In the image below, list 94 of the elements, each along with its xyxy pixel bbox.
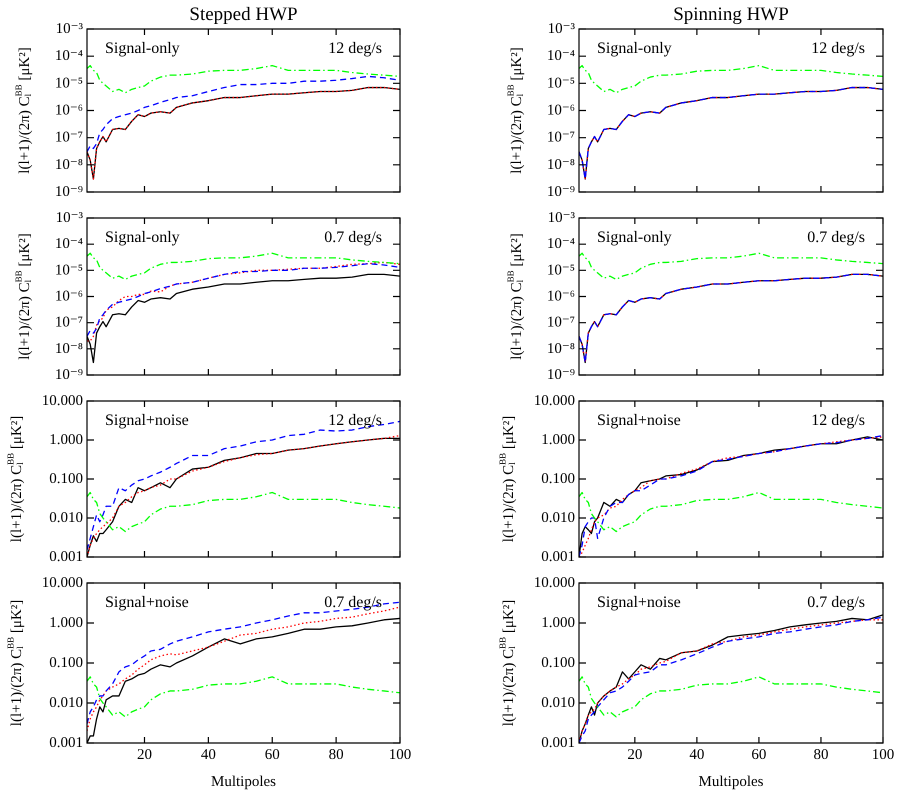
annotation: Signal-only [597, 229, 672, 246]
y-tick-label: 10⁻⁷ [546, 130, 575, 146]
line-series [579, 492, 883, 532]
y-tick-label: 10⁻⁵ [54, 262, 83, 278]
y-tick-label: 10⁻³ [56, 210, 84, 226]
annotation: 12 deg/s [811, 412, 865, 429]
y-tick-label: 10⁻⁵ [546, 75, 575, 92]
annotation: 12 deg/s [811, 40, 865, 57]
annotation: Signal+noise [597, 594, 681, 611]
annotation: Signal+noise [105, 594, 189, 611]
annotation: 12 deg/s [328, 40, 382, 57]
y-tick-label: 10⁻⁴ [546, 236, 575, 252]
annotation: 0.7 deg/s [324, 229, 382, 246]
y-tick-label: 10⁻⁸ [546, 156, 575, 173]
line-series [579, 252, 883, 280]
y-tick-label: 0.010 [541, 510, 575, 526]
x-tick-label: 80 [328, 746, 344, 763]
y-tick-label: 10⁻⁵ [546, 262, 575, 278]
chart-title: Spinning HWP [673, 4, 789, 25]
y-tick-label: 0.001 [541, 734, 575, 751]
x-tick-label: 20 [136, 746, 152, 763]
y-tick-label: 10⁻⁸ [54, 340, 83, 357]
x-tick-label: 80 [813, 746, 828, 763]
y-tick-label: 10⁻⁹ [54, 366, 83, 383]
y-axis-title: l(l+1)/(2π) ClBB [μK²] [506, 47, 526, 174]
y-tick-label: 10⁻⁹ [546, 184, 575, 200]
x-axis-title: Multipoles [698, 774, 764, 790]
y-axis-title: l(l+1)/(2π) ClBB [μK²] [14, 233, 34, 360]
line-series [579, 676, 883, 718]
annotation: Signal-only [105, 40, 180, 57]
x-tick-label: 60 [264, 746, 280, 763]
annotation: Signal+noise [597, 412, 681, 429]
annotation: 12 deg/s [328, 412, 382, 429]
y-tick-label: 10⁻⁴ [54, 236, 83, 252]
y-tick-label: 1.000 [49, 614, 83, 631]
x-tick-label: 20 [627, 746, 642, 763]
chart-title: Stepped HWP [189, 4, 298, 25]
y-tick-label: 0.010 [49, 694, 83, 711]
y-tick-label: 0.001 [541, 548, 575, 565]
y-tick-label: 10⁻³ [548, 20, 576, 37]
y-tick-label: 10⁻⁶ [54, 102, 83, 118]
y-tick-label: 10⁻⁶ [546, 102, 575, 118]
y-tick-label: 10⁻⁸ [54, 156, 83, 173]
y-tick-label: 10.000 [534, 392, 575, 409]
y-axis-title: l(l+1)/(2π) ClBB [μK²] [498, 600, 518, 726]
y-tick-label: 0.100 [49, 654, 83, 671]
annotation: 0.7 deg/s [807, 229, 865, 246]
line-series [87, 676, 400, 718]
y-tick-label: 10.000 [534, 574, 575, 591]
x-tick-label: 100 [872, 746, 894, 763]
y-tick-label: 1.000 [541, 432, 575, 448]
line-series [87, 492, 400, 532]
line-series [87, 64, 400, 94]
y-axis-title: l(l+1)/(2π) ClBB [μK²] [498, 416, 518, 542]
annotation: 0.7 deg/s [807, 594, 865, 611]
y-tick-label: 10⁻⁶ [54, 288, 83, 304]
y-tick-label: 10⁻⁹ [546, 366, 575, 383]
y-tick-label: 10⁻⁷ [546, 314, 575, 331]
line-series [87, 252, 400, 280]
y-tick-label: 10⁻⁴ [54, 48, 83, 64]
y-axis-title: l(l+1)/(2π) ClBB [μK²] [6, 416, 26, 542]
y-tick-label: 10⁻³ [548, 210, 576, 226]
y-tick-label: 0.010 [541, 694, 575, 711]
x-tick-label: 40 [689, 746, 704, 763]
y-tick-label: 10⁻⁷ [54, 130, 83, 146]
y-tick-label: 0.100 [541, 654, 575, 671]
y-axis-title: l(l+1)/(2π) ClBB [μK²] [14, 47, 34, 174]
y-tick-label: 1.000 [49, 432, 83, 448]
x-tick-label: 40 [200, 746, 216, 763]
y-tick-label: 10⁻⁵ [54, 75, 83, 92]
y-tick-label: 10.000 [42, 392, 83, 409]
x-tick-label: 100 [388, 746, 412, 763]
annotation: 0.7 deg/s [324, 594, 382, 611]
y-axis-title: l(l+1)/(2π) ClBB [μK²] [506, 233, 526, 360]
y-tick-label: 10⁻³ [56, 20, 84, 37]
annotation: Signal-only [597, 40, 672, 57]
y-tick-label: 0.001 [49, 548, 83, 565]
x-tick-label: 60 [751, 746, 766, 763]
line-series [579, 64, 883, 94]
annotation: Signal+noise [105, 412, 189, 429]
y-tick-label: 0.100 [541, 470, 575, 487]
y-tick-label: 10⁻⁷ [54, 314, 83, 331]
y-tick-label: 10⁻⁹ [54, 184, 83, 200]
y-tick-label: 0.100 [49, 470, 83, 487]
y-tick-label: 0.001 [49, 734, 83, 751]
y-tick-label: 0.010 [49, 510, 83, 526]
y-tick-label: 1.000 [541, 614, 575, 631]
y-tick-label: 10.000 [42, 574, 83, 591]
y-tick-label: 10⁻⁸ [546, 340, 575, 357]
x-axis-title: Multipoles [210, 774, 276, 790]
annotation: Signal-only [105, 229, 180, 246]
y-tick-label: 10⁻⁴ [546, 48, 575, 64]
y-axis-title: l(l+1)/(2π) ClBB [μK²] [6, 600, 26, 726]
y-tick-label: 10⁻⁶ [546, 288, 575, 304]
